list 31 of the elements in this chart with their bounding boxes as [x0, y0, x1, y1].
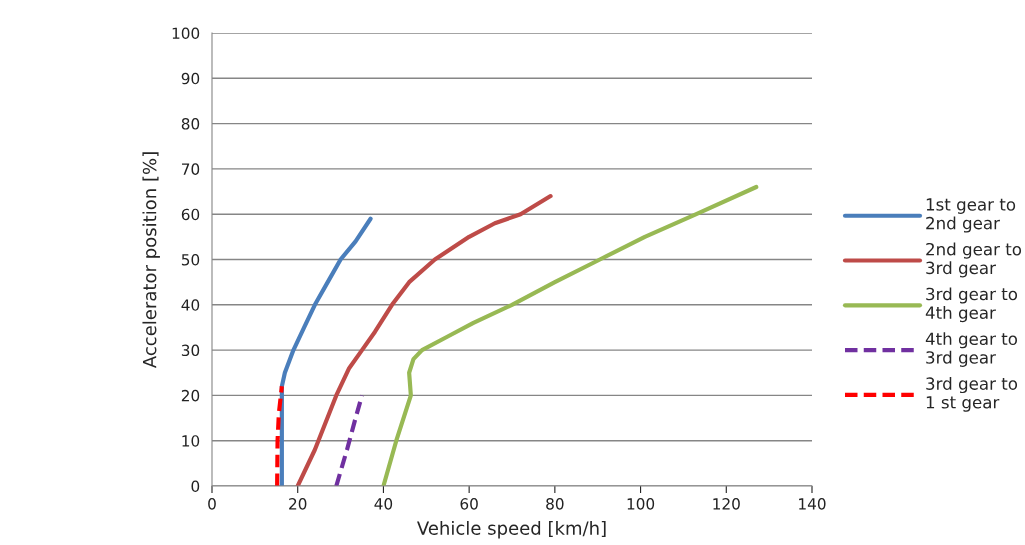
legend-label: 1st gear to 2nd gear [926, 198, 1016, 233]
y-tick-label: 10 [182, 435, 200, 447]
y-tick-label: 80 [181, 118, 200, 130]
x-axis-title: Vehicle speed [km/h] [417, 520, 606, 539]
y-tick-label: 40 [181, 299, 200, 311]
x-tick-label: 20 [289, 498, 307, 510]
y-axis-title: Accelerator position [%] [142, 152, 160, 369]
x-tick-label: 80 [546, 498, 564, 510]
legend-label: 2nd gear to 3rd gear [926, 242, 1022, 278]
y-tick-label: 30 [181, 344, 200, 357]
line-series [275, 384, 284, 486]
legend-label: 4th gear to 3rd gear [925, 332, 1018, 367]
x-tick-label: 120 [713, 498, 740, 510]
legend-label: 3rd gear to 4th gear [925, 287, 1018, 323]
y-tick-label: 50 [181, 253, 200, 266]
y-tick-label: 90 [181, 72, 200, 85]
x-tick-label: 100 [627, 498, 655, 510]
line-series [295, 193, 553, 486]
y-tick-label: 60 [181, 208, 200, 221]
x-tick-label: 140 [799, 498, 826, 510]
line-series [381, 184, 759, 486]
line-series [334, 393, 365, 486]
y-tick-label: 0 [191, 480, 200, 493]
x-tick-label: 40 [374, 498, 393, 510]
x-tick-label: 0 [208, 498, 216, 510]
line-series [279, 216, 373, 486]
x-tick-label: 60 [460, 498, 478, 510]
y-tick-label: 70 [182, 163, 200, 175]
y-tick-label: 100 [172, 27, 200, 40]
y-tick-label: 20 [181, 389, 200, 402]
legend-label: 3rd gear to 1 st gear [926, 376, 1018, 412]
